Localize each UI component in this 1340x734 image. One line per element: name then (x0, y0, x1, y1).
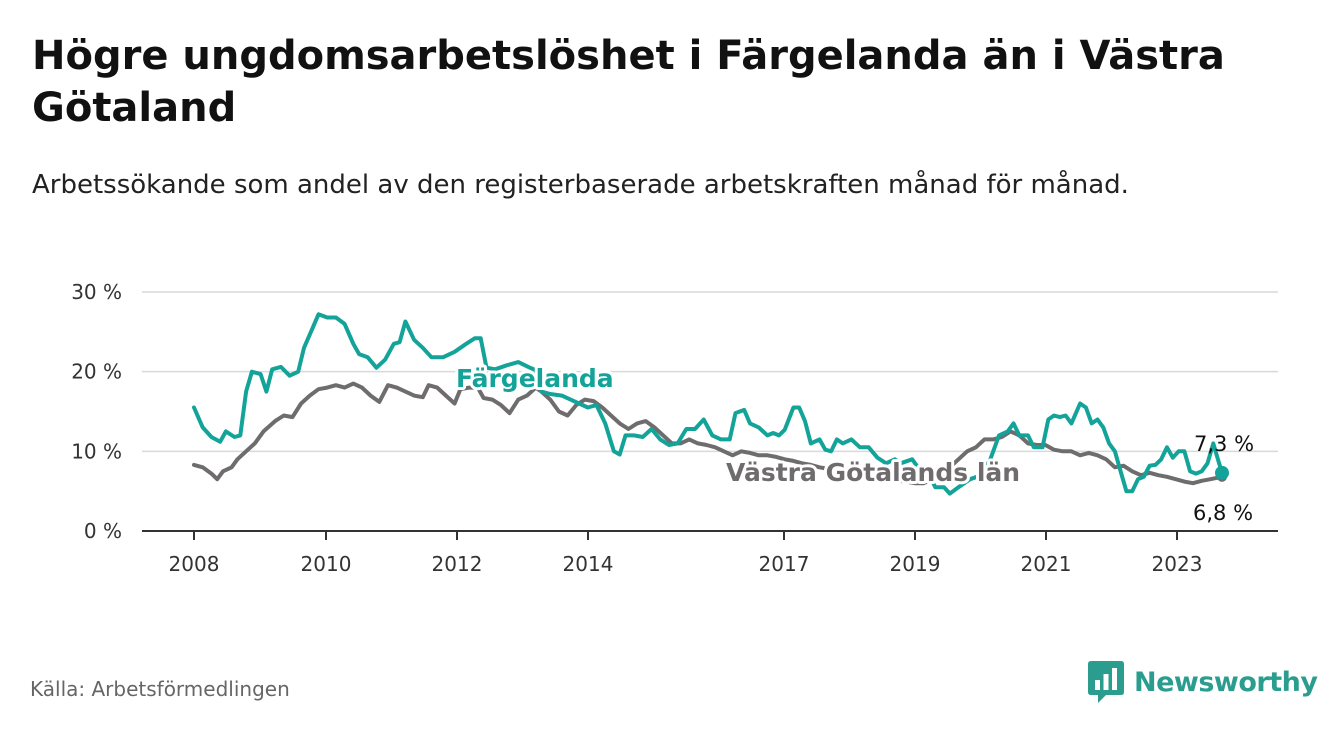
brand-name: Newsworthy (1134, 666, 1318, 698)
x-tick-label: 2008 (169, 552, 220, 576)
y-tick-label: 20 % (71, 360, 122, 384)
x-tick-label: 2023 (1152, 552, 1203, 576)
y-tick-label: 10 % (71, 439, 122, 463)
y-tick-label: 0 % (84, 519, 122, 543)
end-label-fargelanda: 7,3 % (1194, 432, 1254, 456)
line-chart: 0 % 10 % 20 % 30 % 2008 2010 2012 2014 2017 2019 2… (71, 280, 1278, 576)
x-tick-label: 2012 (432, 552, 483, 576)
x-tick-label: 2017 (759, 552, 810, 576)
end-point-fargelanda (1215, 465, 1229, 480)
series-line-vastra-gotalands-lan (192, 381, 1224, 486)
newsworthy-logo-icon (1088, 661, 1124, 703)
source-note: Källa: Arbetsförmedlingen (30, 677, 290, 701)
series-line-fargelanda (192, 312, 1224, 496)
end-label-vastra-gotalands-lan: 6,8 % (1193, 501, 1253, 525)
series-label-vastra-gotalands-lan: Västra Götalands län (726, 458, 1020, 487)
x-tick-label: 2010 (301, 552, 352, 576)
x-tick-label: 2021 (1021, 552, 1072, 576)
x-tick-label: 2014 (563, 552, 614, 576)
chart-title: Högre ungdomsarbetslöshet i Färgelanda ä… (32, 33, 1225, 131)
series-label-fargelanda: Färgelanda (456, 364, 614, 393)
y-tick-label: 30 % (71, 280, 122, 304)
brand-logo[interactable]: Newsworthy (1088, 661, 1318, 703)
x-tick-label: 2019 (890, 552, 941, 576)
chart-subtitle: Arbetssökande som andel av den registerb… (32, 170, 1129, 200)
